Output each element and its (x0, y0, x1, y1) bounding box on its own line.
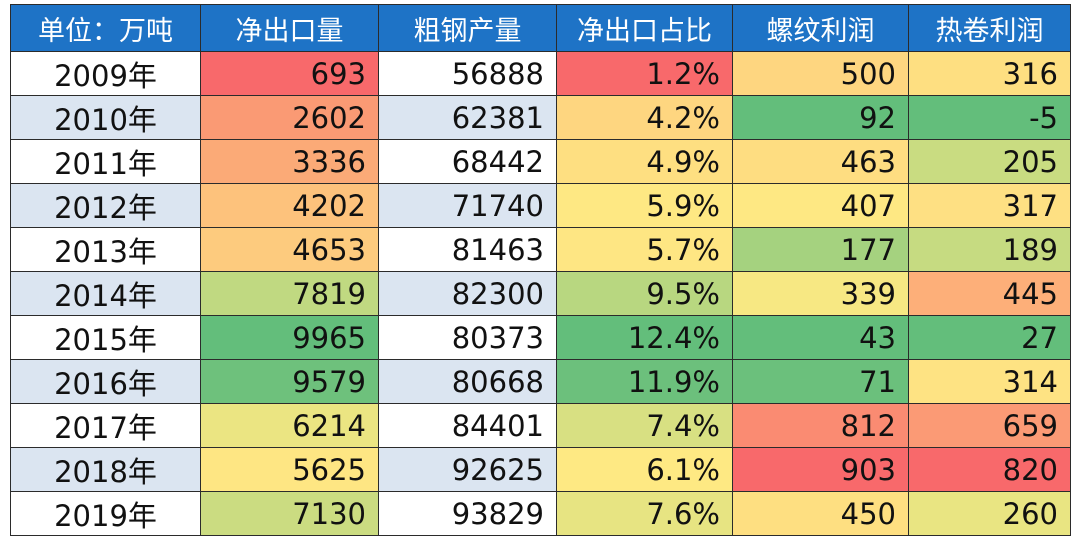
table-row: 2011年 3336 68442 4.9% 463 205 (10, 139, 1071, 184)
export-share-cell: 11.9% (556, 359, 733, 404)
steel-output-cell: 56888 (378, 51, 557, 96)
steel-output-cell: 81463 (378, 227, 557, 272)
table-row: 2019年 7130 93829 7.6% 450 260 (10, 491, 1071, 536)
net-export-cell: 6214 (200, 403, 379, 448)
steel-output-cell: 80668 (378, 359, 557, 404)
net-export-cell: 3336 (200, 139, 379, 184)
header-net-export: 净出口量 (200, 4, 379, 52)
table-row: 2014年 7819 82300 9.5% 339 445 (10, 271, 1071, 316)
year-cell: 2015年 (10, 315, 201, 360)
table-row: 2015年 9965 80373 12.4% 43 27 (10, 315, 1071, 360)
rebar-profit-cell: 92 (732, 95, 909, 140)
year-cell: 2018年 (10, 447, 201, 492)
export-share-cell: 4.9% (556, 139, 733, 184)
hrc-profit-cell: 659 (908, 403, 1071, 448)
export-share-cell: 1.2% (556, 51, 733, 96)
rebar-profit-cell: 43 (732, 315, 909, 360)
table-row: 2013年 4653 81463 5.7% 177 189 (10, 227, 1071, 272)
rebar-profit-cell: 71 (732, 359, 909, 404)
export-share-cell: 7.6% (556, 491, 733, 536)
net-export-cell: 7130 (200, 491, 379, 536)
year-cell: 2016年 (10, 359, 201, 404)
steel-output-cell: 68442 (378, 139, 557, 184)
net-export-cell: 5625 (200, 447, 379, 492)
header-steel-output: 粗钢产量 (378, 4, 557, 52)
steel-output-cell: 92625 (378, 447, 557, 492)
header-unit: 单位：万吨 (10, 4, 201, 52)
steel-output-cell: 71740 (378, 183, 557, 228)
rebar-profit-cell: 407 (732, 183, 909, 228)
steel-export-table: 单位：万吨 净出口量 粗钢产量 净出口占比 螺纹利润 热卷利润 2009年 693… (10, 4, 1071, 536)
table-row: 2017年 6214 84401 7.4% 812 659 (10, 403, 1071, 448)
year-cell: 2009年 (10, 51, 201, 96)
year-cell: 2011年 (10, 139, 201, 184)
export-share-cell: 9.5% (556, 271, 733, 316)
hrc-profit-cell: 317 (908, 183, 1071, 228)
rebar-profit-cell: 903 (732, 447, 909, 492)
data-table-container: 单位：万吨 净出口量 粗钢产量 净出口占比 螺纹利润 热卷利润 2009年 693… (10, 4, 1071, 540)
header-row: 单位：万吨 净出口量 粗钢产量 净出口占比 螺纹利润 热卷利润 (10, 4, 1071, 52)
hrc-profit-cell: 260 (908, 491, 1071, 536)
header-hrc-profit: 热卷利润 (908, 4, 1071, 52)
export-share-cell: 4.2% (556, 95, 733, 140)
export-share-cell: 5.7% (556, 227, 733, 272)
rebar-profit-cell: 177 (732, 227, 909, 272)
rebar-profit-cell: 339 (732, 271, 909, 316)
year-cell: 2013年 (10, 227, 201, 272)
year-cell: 2012年 (10, 183, 201, 228)
hrc-profit-cell: 445 (908, 271, 1071, 316)
table-row: 2016年 9579 80668 11.9% 71 314 (10, 359, 1071, 404)
steel-output-cell: 84401 (378, 403, 557, 448)
hrc-profit-cell: 189 (908, 227, 1071, 272)
net-export-cell: 7819 (200, 271, 379, 316)
table-row: 2010年 2602 62381 4.2% 92 -5 (10, 95, 1071, 140)
hrc-profit-cell: -5 (908, 95, 1071, 140)
rebar-profit-cell: 500 (732, 51, 909, 96)
header-rebar-profit: 螺纹利润 (732, 4, 909, 52)
steel-output-cell: 82300 (378, 271, 557, 316)
rebar-profit-cell: 812 (732, 403, 909, 448)
export-share-cell: 7.4% (556, 403, 733, 448)
net-export-cell: 9965 (200, 315, 379, 360)
year-cell: 2010年 (10, 95, 201, 140)
steel-output-cell: 93829 (378, 491, 557, 536)
steel-output-cell: 80373 (378, 315, 557, 360)
rebar-profit-cell: 450 (732, 491, 909, 536)
table-body: 2009年 693 56888 1.2% 500 316 2010年 2602 62381 4.2… (10, 51, 1071, 536)
net-export-cell: 2602 (200, 95, 379, 140)
year-cell: 2014年 (10, 271, 201, 316)
export-share-cell: 6.1% (556, 447, 733, 492)
rebar-profit-cell: 463 (732, 139, 909, 184)
hrc-profit-cell: 820 (908, 447, 1071, 492)
export-share-cell: 12.4% (556, 315, 733, 360)
table-row: 2009年 693 56888 1.2% 500 316 (10, 51, 1071, 96)
year-cell: 2017年 (10, 403, 201, 448)
net-export-cell: 4202 (200, 183, 379, 228)
table-row: 2012年 4202 71740 5.9% 407 317 (10, 183, 1071, 228)
hrc-profit-cell: 314 (908, 359, 1071, 404)
net-export-cell: 4653 (200, 227, 379, 272)
hrc-profit-cell: 27 (908, 315, 1071, 360)
export-share-cell: 5.9% (556, 183, 733, 228)
hrc-profit-cell: 205 (908, 139, 1071, 184)
steel-output-cell: 62381 (378, 95, 557, 140)
hrc-profit-cell: 316 (908, 51, 1071, 96)
table-row: 2018年 5625 92625 6.1% 903 820 (10, 447, 1071, 492)
year-cell: 2019年 (10, 491, 201, 536)
net-export-cell: 693 (200, 51, 379, 96)
header-export-share: 净出口占比 (556, 4, 733, 52)
net-export-cell: 9579 (200, 359, 379, 404)
